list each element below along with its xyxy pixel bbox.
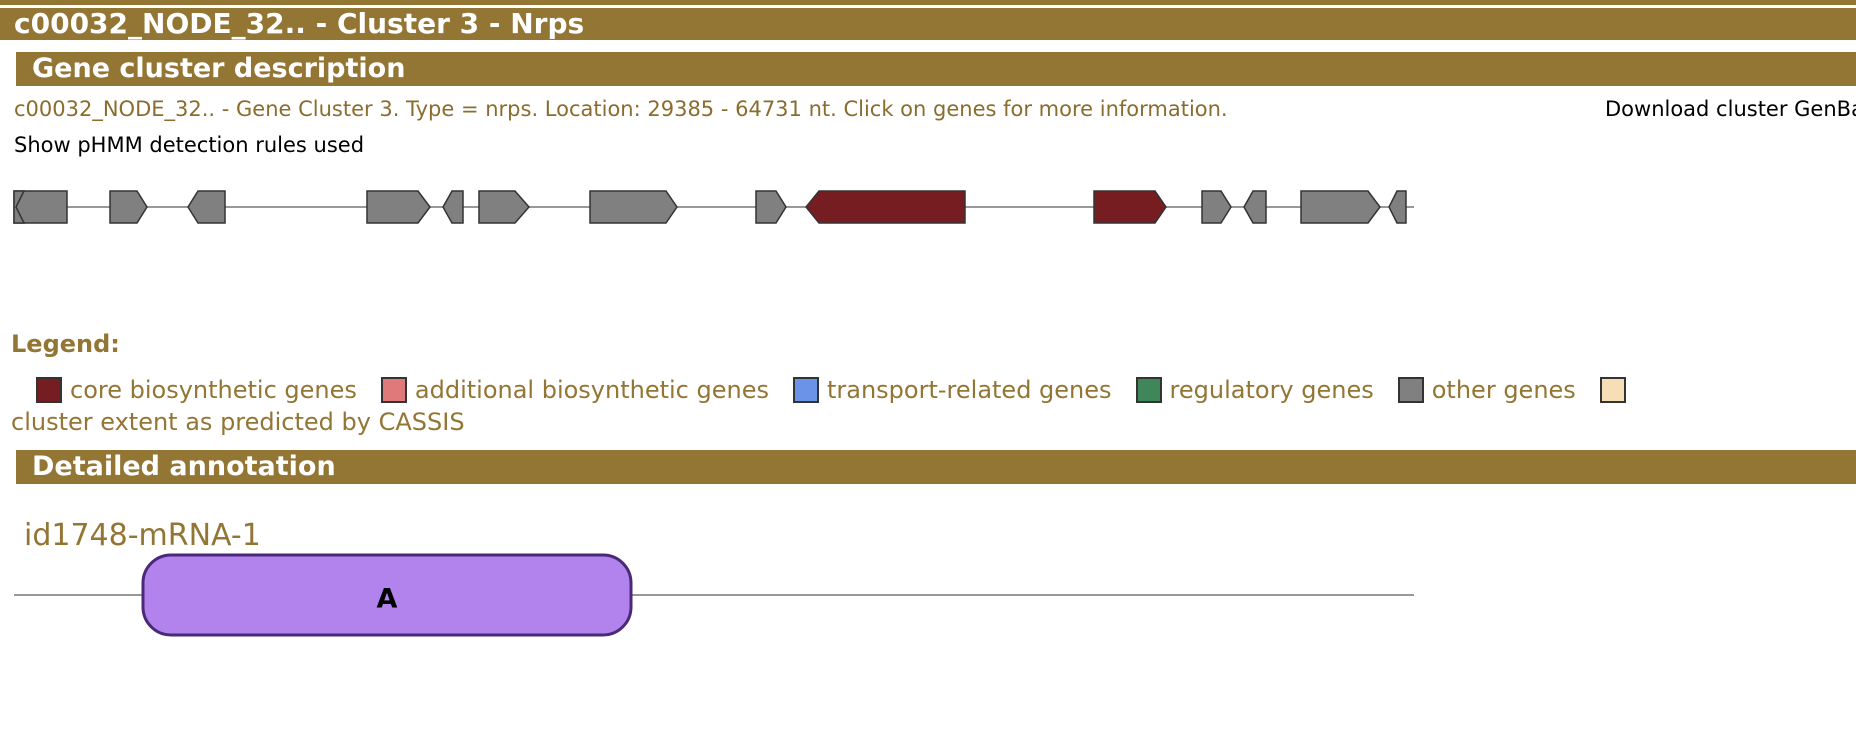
legend-swatch-other [1397,377,1424,403]
legend-item-transport: transport-related genes [792,376,1112,404]
legend-item-other: other genes [1397,376,1576,404]
legend-swatch-cassis [1599,377,1626,403]
legend-item-cassis-swatch [1599,377,1634,403]
gene-arrow[interactable] [1300,190,1381,224]
gene-arrow[interactable] [1388,190,1407,224]
legend-label: additional biosynthetic genes [414,376,769,404]
legend-swatch-additional [380,377,407,403]
legend-title: Legend: [11,330,120,358]
legend-row: core biosynthetic genes additional biosy… [36,375,1634,405]
legend-swatch-core [36,377,62,403]
legend-swatch-regulatory [1135,377,1162,403]
legend-label: other genes [1431,376,1576,404]
domain-diagram: A [14,553,1414,637]
gene-arrow[interactable] [366,190,431,224]
show-phmm-rules-link[interactable]: Show pHMM detection rules used [14,133,365,157]
cluster-description-text: c00032_NODE_32.. - Gene Cluster 3. Type … [14,97,1228,121]
page-title: c00032_NODE_32.. - Cluster 3 - Nrps [0,8,1856,40]
gene-arrow[interactable] [13,190,26,224]
gene-arrow[interactable] [589,190,678,224]
legend-swatch-transport [792,377,819,403]
legend-label-cassis: cluster extent as predicted by CASSIS [11,408,465,436]
top-strip [0,0,1856,5]
gene-arrow[interactable] [478,190,530,224]
gene-arrow[interactable] [109,190,148,224]
domain-a-box[interactable] [141,553,633,637]
legend-item-regulatory: regulatory genes [1135,376,1374,404]
legend-label: transport-related genes [826,376,1112,404]
gene-arrow[interactable] [187,190,226,224]
legend-label: regulatory genes [1169,376,1374,404]
legend-item-additional: additional biosynthetic genes [380,376,769,404]
detail-gene-name: id1748-mRNA-1 [24,518,261,553]
core-gene-arrow[interactable] [1093,190,1167,224]
download-genbank-link[interactable]: Download cluster GenBank file [1605,97,1856,121]
core-gene-arrow[interactable] [805,190,966,224]
domain-a-label: A [377,584,398,615]
gene-arrow[interactable] [755,190,787,224]
gene-arrow[interactable] [1201,190,1232,224]
gene-arrow[interactable] [442,190,464,224]
gene-cluster-description-header: Gene cluster description [16,52,1856,86]
legend-label: core biosynthetic genes [70,376,357,404]
legend-item-core: core biosynthetic genes [36,376,357,404]
detailed-annotation-header: Detailed annotation [16,450,1856,484]
gene-arrow[interactable] [1243,190,1267,224]
cluster-gene-map [13,190,1414,224]
